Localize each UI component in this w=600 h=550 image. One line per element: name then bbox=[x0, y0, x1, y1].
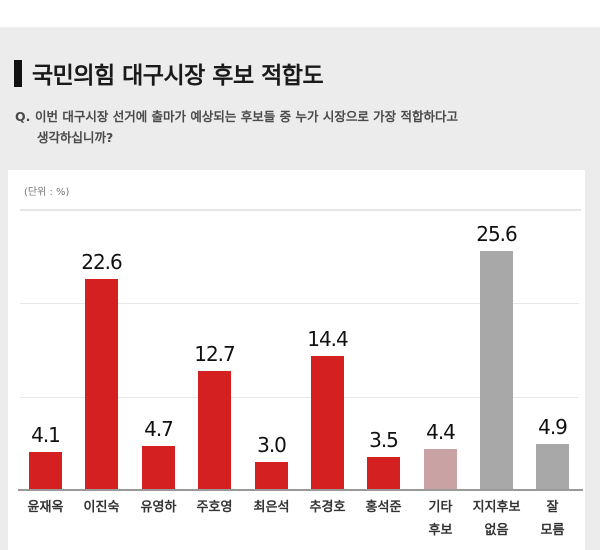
category-label-line-1: 추경호 bbox=[309, 500, 346, 515]
bar bbox=[29, 451, 62, 490]
category-label: 윤재옥 bbox=[11, 496, 81, 519]
bar-value-label: 22.6 bbox=[81, 249, 123, 274]
category-label-line-1: 유영하 bbox=[140, 500, 177, 515]
category-label-line-1: 지지후보 bbox=[472, 500, 521, 515]
bar-value-label: 12.7 bbox=[194, 342, 236, 367]
gridline bbox=[20, 396, 579, 398]
category-label: 추경호 bbox=[293, 496, 363, 519]
category-label: 최은석 bbox=[237, 496, 307, 519]
chart-title: 국민의힘 대구시장 후보 적합도 bbox=[32, 63, 324, 89]
bar bbox=[367, 457, 400, 490]
bar bbox=[142, 446, 175, 490]
gridline bbox=[20, 209, 579, 211]
bar-value-label: 4.4 bbox=[426, 419, 456, 444]
category-label: 홍석준 bbox=[349, 496, 419, 519]
category-label-line-2: 없음 bbox=[484, 523, 509, 538]
bar-value-label: 4.1 bbox=[31, 422, 61, 447]
bar-value-label: 14.4 bbox=[307, 326, 349, 351]
chart-panel: (단위 : %) 4.1 윤재옥 22.6 이진숙 4.7 유영하 12.7 주호영 3.0 최은… bbox=[8, 170, 585, 550]
bar bbox=[424, 448, 457, 490]
question-line-2: 생각하십니까? bbox=[37, 130, 114, 145]
category-label-line-2: 모름 bbox=[540, 523, 565, 538]
question-line-1: 이번 대구시장 선거에 출마가 예상되는 후보들 중 누가 시장으로 가장 적합… bbox=[35, 109, 459, 124]
category-label-line-1: 이진숙 bbox=[83, 500, 120, 515]
bar-value-label: 3.0 bbox=[257, 432, 287, 457]
category-label-line-1: 윤재옥 bbox=[27, 500, 64, 515]
bar bbox=[311, 355, 344, 490]
gridline bbox=[20, 303, 579, 305]
bar bbox=[536, 444, 569, 490]
bar bbox=[198, 371, 231, 490]
x-axis-line bbox=[18, 489, 583, 491]
bar-value-label: 25.6 bbox=[476, 221, 518, 246]
unit-label: (단위 : %) bbox=[24, 187, 70, 198]
category-label-line-1: 잘 bbox=[546, 500, 559, 515]
bar-value-label: 4.9 bbox=[538, 415, 568, 440]
category-label-line-1: 주호영 bbox=[196, 500, 233, 515]
bar-value-label: 4.7 bbox=[144, 417, 174, 442]
bar-value-label: 3.5 bbox=[369, 428, 399, 453]
chart-title-row: 국민의힘 대구시장 후보 적합도 bbox=[14, 58, 324, 89]
category-label-line-2: 후보 bbox=[428, 523, 453, 538]
category-label-line-1: 홍석준 bbox=[365, 500, 402, 515]
title-bar-marker-icon bbox=[14, 59, 22, 87]
category-label-line-1: 기타 bbox=[428, 500, 453, 515]
category-label-line-1: 최은석 bbox=[253, 500, 290, 515]
survey-question: Q. 이번 대구시장 선거에 출마가 예상되는 후보들 중 누가 시장으로 가장 … bbox=[15, 106, 585, 148]
bar bbox=[85, 278, 118, 490]
question-prefix: Q. bbox=[15, 109, 31, 124]
category-label: 유영하 bbox=[124, 496, 194, 519]
bar bbox=[255, 461, 288, 490]
category-label: 주호영 bbox=[180, 496, 250, 519]
category-label: 이진숙 bbox=[67, 496, 137, 519]
bar bbox=[480, 250, 513, 490]
